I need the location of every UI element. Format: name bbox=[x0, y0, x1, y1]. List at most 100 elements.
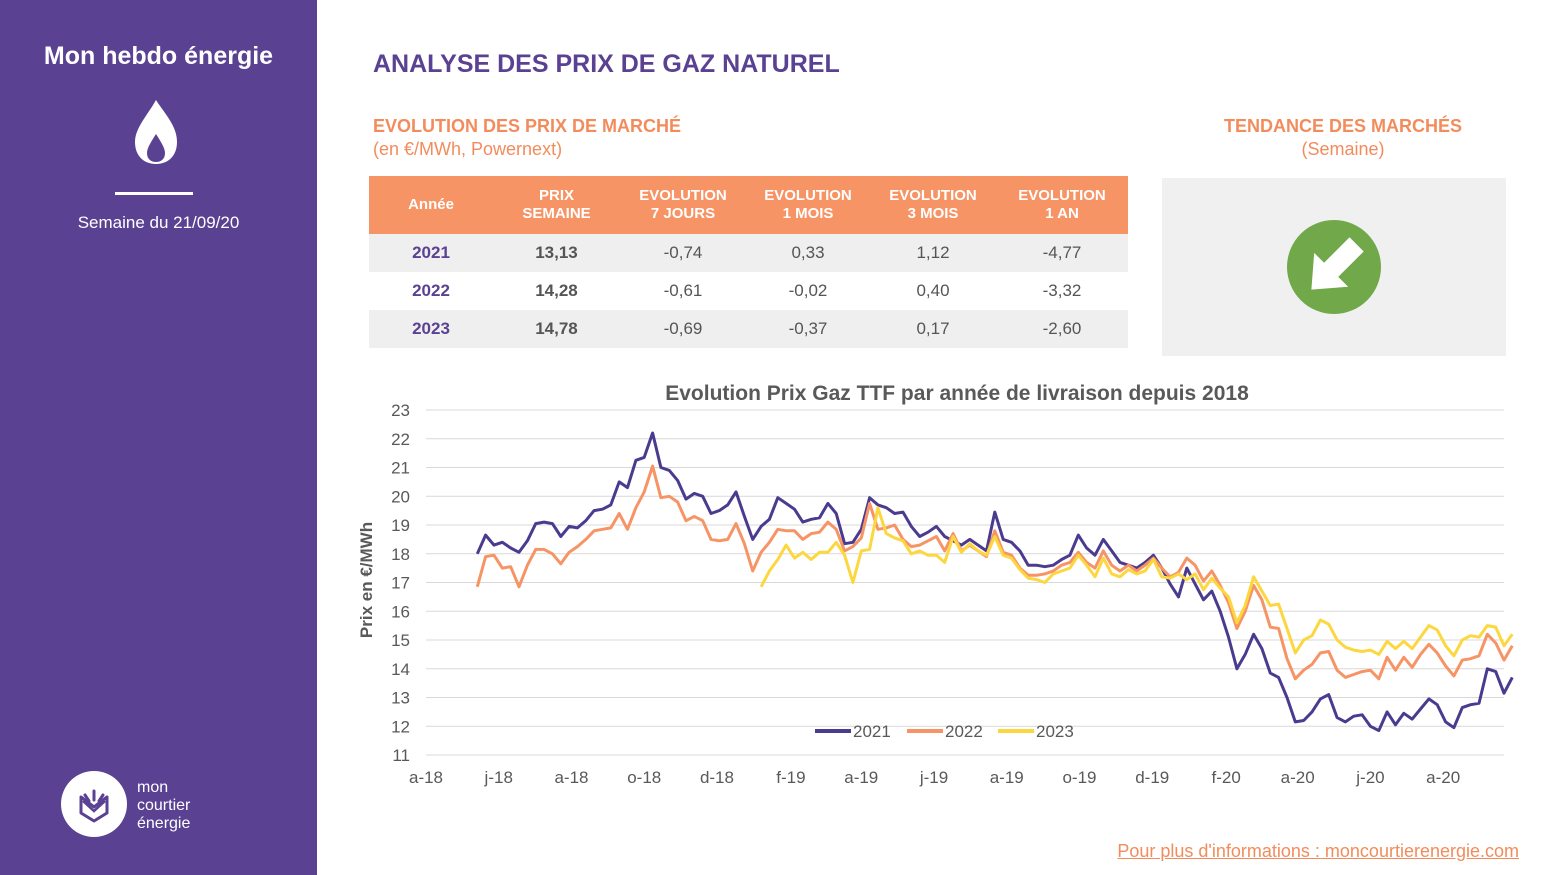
header-line: PRIX bbox=[538, 187, 574, 204]
header-line: EVOLUTION bbox=[639, 187, 727, 204]
x-tick-label: d-18 bbox=[700, 768, 734, 787]
chart-title: Evolution Prix Gaz TTF par année de livr… bbox=[665, 382, 1249, 405]
market-section-subtitle: (en €/MWh, Powernext) bbox=[373, 139, 563, 159]
y-tick-label: 22 bbox=[391, 430, 410, 449]
y-tick-label: 21 bbox=[391, 459, 410, 478]
table-header-row: Année PRIX SEMAINE EVOLUTION 7 JOURS EVOLU… bbox=[369, 176, 1128, 234]
x-tick-label: a-18 bbox=[409, 768, 443, 787]
x-tick-label: f-19 bbox=[776, 768, 805, 787]
x-tick-label: o-19 bbox=[1062, 768, 1096, 787]
legend-label: 2021 bbox=[853, 722, 891, 741]
chart-legend: 2021 2022 2023 bbox=[815, 722, 1074, 741]
chart-grid bbox=[426, 409, 1504, 756]
y-tick-label: 14 bbox=[391, 660, 410, 679]
y-tick-label: 17 bbox=[391, 574, 410, 593]
column-header: EVOLUTION 1 MOIS bbox=[746, 176, 870, 234]
evolution-cell: 0,40 bbox=[916, 281, 950, 300]
x-tick-label: j-18 bbox=[484, 768, 513, 787]
price-table: Année PRIX SEMAINE EVOLUTION 7 JOURS EVOLU… bbox=[369, 176, 1128, 348]
header-line: 7 JOURS bbox=[650, 205, 716, 222]
column-header: EVOLUTION 3 MOIS bbox=[870, 176, 996, 234]
x-tick-label: j-20 bbox=[1355, 768, 1384, 787]
y-tick-label: 11 bbox=[392, 746, 410, 765]
x-tick-label: f-20 bbox=[1212, 768, 1241, 787]
flame-icon bbox=[135, 100, 177, 164]
evolution-cell: 1,12 bbox=[870, 234, 996, 272]
year-cell: 2021 bbox=[369, 234, 493, 272]
y-tick-label: 19 bbox=[391, 516, 410, 535]
header-line: 1 AN bbox=[1045, 205, 1079, 222]
evolution-cell: 0,33 bbox=[746, 234, 870, 272]
down-right-arrow-icon bbox=[1287, 220, 1381, 314]
header-line: EVOLUTION bbox=[889, 187, 977, 204]
price-cell: 13,13 bbox=[493, 234, 620, 272]
evolution-cell: -0,37 bbox=[746, 310, 870, 348]
x-tick-label: a-19 bbox=[990, 768, 1024, 787]
x-tick-label: a-18 bbox=[554, 768, 588, 787]
table-row: 2022 14,28 -0,61 -0,02 0,40 -3,32 bbox=[369, 272, 1128, 310]
week-label: Semaine du 21/09/20 bbox=[77, 213, 240, 232]
market-section-title: EVOLUTION DES PRIX DE MARCHÉ bbox=[373, 116, 682, 136]
header-line: Année bbox=[408, 196, 454, 213]
y-tick-label: 18 bbox=[391, 545, 410, 564]
trend-section-subtitle: (Semaine) bbox=[1301, 139, 1385, 159]
header-line: 1 MOIS bbox=[782, 205, 834, 222]
evolution-cell: -3,32 bbox=[1042, 281, 1082, 300]
gas-price-chart: Evolution Prix Gaz TTF par année de livr… bbox=[357, 382, 1514, 787]
sidebar-divider bbox=[115, 192, 193, 195]
x-tick-label: d-19 bbox=[1135, 768, 1169, 787]
column-header: PRIX SEMAINE bbox=[493, 176, 620, 234]
evolution-cell: -0,02 bbox=[788, 281, 828, 300]
y-axis-label: Prix en €/MWh bbox=[357, 522, 376, 638]
logo-line: énergie bbox=[137, 815, 191, 832]
legend-label: 2023 bbox=[1036, 722, 1074, 741]
table-row: 2023 14,78 -0,69 -0,37 0,17 -2,60 bbox=[369, 310, 1128, 348]
series-line-2022 bbox=[475, 464, 1514, 681]
y-axis-ticks: 11 12 13 14 15 16 17 18 19 20 21 22 23 bbox=[391, 401, 410, 765]
footer-link[interactable]: Pour plus d'informations : moncourtieren… bbox=[1117, 841, 1519, 861]
series-line-2021 bbox=[475, 431, 1514, 733]
header-line: EVOLUTION bbox=[1018, 187, 1106, 204]
x-tick-label: a-20 bbox=[1426, 768, 1460, 787]
column-header: Année bbox=[369, 176, 493, 234]
x-tick-label: a-20 bbox=[1281, 768, 1315, 787]
series-line-2023 bbox=[759, 506, 1514, 658]
evolution-cell: -0,69 bbox=[620, 310, 746, 348]
column-header: EVOLUTION 7 JOURS bbox=[620, 176, 746, 234]
x-tick-label: o-18 bbox=[627, 768, 661, 787]
y-tick-label: 16 bbox=[391, 602, 410, 621]
logo-line: courtier bbox=[137, 797, 191, 814]
logo-line: mon bbox=[137, 779, 169, 796]
page-title: ANALYSE DES PRIX DE GAZ NATUREL bbox=[373, 50, 840, 78]
table-row: 2021 13,13 -0,74 0,33 1,12 -4,77 bbox=[369, 234, 1128, 272]
evolution-cell: -4,77 bbox=[996, 234, 1128, 272]
x-tick-label: a-19 bbox=[844, 768, 878, 787]
y-tick-label: 12 bbox=[391, 717, 410, 736]
year-cell: 2022 bbox=[412, 281, 450, 300]
evolution-cell: -0,74 bbox=[620, 234, 746, 272]
column-header: EVOLUTION 1 AN bbox=[996, 176, 1128, 234]
y-tick-label: 13 bbox=[391, 689, 410, 708]
logo-wordmark: mon courtier énergie bbox=[137, 779, 190, 833]
trend-section-title: TENDANCE DES MARCHÉS bbox=[1223, 116, 1463, 136]
y-tick-label: 15 bbox=[391, 631, 410, 650]
sidebar: Mon hebdo énergie Semaine du 21/09/20 mo… bbox=[0, 0, 317, 875]
chart-series bbox=[475, 431, 1514, 733]
trend-panel bbox=[1162, 178, 1506, 356]
x-axis-ticks: a-18 j-18 a-18 o-18 d-18 f-19 a-19 j-19 a-19 o-19… bbox=[409, 768, 1460, 787]
evolution-cell: -0,61 bbox=[663, 281, 703, 300]
year-cell: 2023 bbox=[369, 310, 493, 348]
y-tick-label: 20 bbox=[391, 487, 410, 506]
price-cell: 14,28 bbox=[535, 281, 578, 300]
price-cell: 14,78 bbox=[493, 310, 620, 348]
logo-icon bbox=[61, 771, 127, 837]
evolution-cell: -2,60 bbox=[996, 310, 1128, 348]
legend-label: 2022 bbox=[945, 722, 983, 741]
header-line: 3 MOIS bbox=[907, 205, 959, 222]
header-line: SEMAINE bbox=[522, 205, 591, 222]
brand-title: Mon hebdo énergie bbox=[43, 42, 274, 70]
x-tick-label: j-19 bbox=[919, 768, 948, 787]
y-tick-label: 23 bbox=[391, 401, 410, 420]
header-line: EVOLUTION bbox=[764, 187, 852, 204]
evolution-cell: 0,17 bbox=[870, 310, 996, 348]
